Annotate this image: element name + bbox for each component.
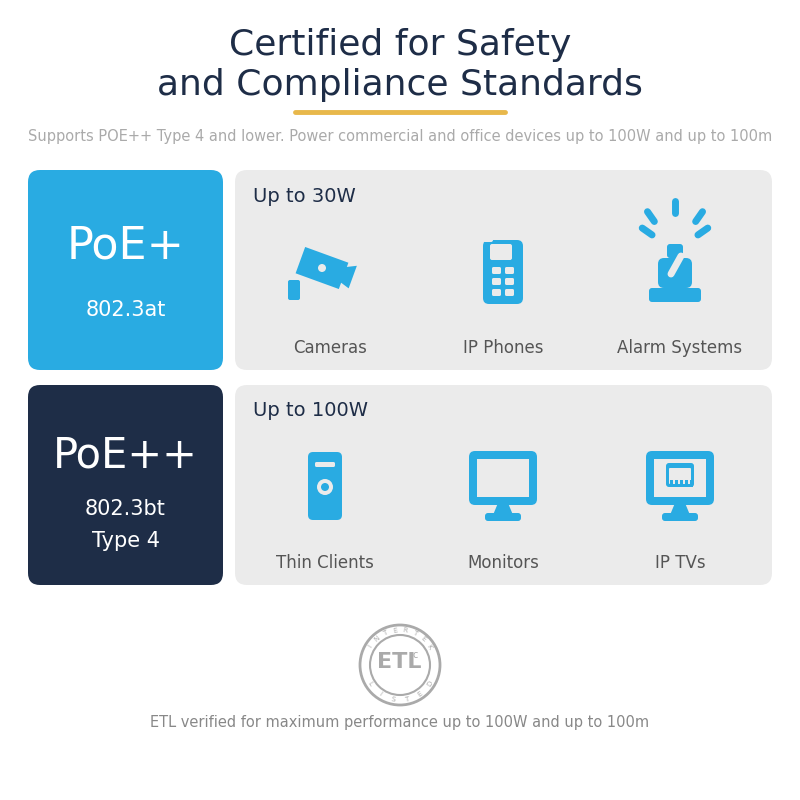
Text: S: S [390, 696, 396, 702]
Text: E: E [417, 690, 423, 698]
FancyBboxPatch shape [649, 288, 701, 302]
Text: Type 4: Type 4 [91, 531, 159, 551]
Text: 802.3at: 802.3at [86, 300, 166, 320]
Polygon shape [670, 503, 690, 515]
FancyBboxPatch shape [492, 278, 501, 285]
FancyBboxPatch shape [658, 258, 692, 288]
Circle shape [318, 264, 326, 272]
FancyBboxPatch shape [646, 451, 714, 505]
Text: Thin Clients: Thin Clients [276, 554, 374, 572]
Text: I: I [367, 644, 374, 649]
Bar [477, 459, 529, 497]
FancyBboxPatch shape [308, 452, 342, 520]
Polygon shape [295, 247, 349, 289]
FancyBboxPatch shape [667, 244, 683, 258]
Bar [654, 459, 706, 497]
FancyBboxPatch shape [235, 170, 772, 370]
FancyBboxPatch shape [666, 463, 694, 487]
FancyBboxPatch shape [505, 267, 514, 274]
Text: Alarm Systems: Alarm Systems [618, 339, 742, 357]
FancyBboxPatch shape [669, 468, 691, 484]
Text: L: L [366, 680, 374, 686]
Text: Cameras: Cameras [293, 339, 367, 357]
Text: 802.3bt: 802.3bt [85, 499, 166, 519]
Text: PoE+: PoE+ [66, 225, 185, 267]
FancyBboxPatch shape [28, 170, 223, 370]
Text: IP Phones: IP Phones [462, 339, 543, 357]
FancyBboxPatch shape [490, 244, 512, 260]
Text: Monitors: Monitors [467, 554, 539, 572]
FancyBboxPatch shape [483, 240, 523, 304]
FancyBboxPatch shape [505, 289, 514, 296]
Text: D: D [426, 680, 434, 687]
Text: IP TVs: IP TVs [654, 554, 706, 572]
Circle shape [313, 259, 331, 277]
Circle shape [317, 479, 333, 495]
Text: and Compliance Standards: and Compliance Standards [157, 68, 643, 102]
Text: Up to 100W: Up to 100W [253, 402, 368, 421]
Text: Up to 30W: Up to 30W [253, 186, 356, 206]
Text: T: T [404, 696, 410, 702]
Text: N: N [373, 634, 381, 642]
Text: E: E [419, 635, 426, 642]
Text: I: I [378, 690, 382, 697]
Bar [675, 480, 678, 487]
Text: PoE++: PoE++ [53, 434, 198, 476]
Polygon shape [332, 266, 357, 288]
Bar [685, 480, 688, 487]
FancyBboxPatch shape [492, 267, 501, 274]
Bar [690, 480, 693, 487]
Text: T: T [382, 630, 389, 637]
FancyBboxPatch shape [315, 462, 335, 467]
FancyBboxPatch shape [28, 385, 223, 585]
FancyBboxPatch shape [469, 451, 537, 505]
FancyBboxPatch shape [235, 385, 772, 585]
FancyBboxPatch shape [492, 289, 501, 296]
Text: ETL: ETL [377, 652, 422, 672]
Circle shape [321, 483, 329, 491]
Text: Certified for Safety: Certified for Safety [229, 28, 571, 62]
Text: T: T [411, 630, 418, 637]
Text: ETL verified for maximum performance up to 100W and up to 100m: ETL verified for maximum performance up … [150, 714, 650, 730]
Text: c: c [412, 650, 418, 660]
Text: K: K [426, 643, 434, 650]
Text: R: R [402, 627, 408, 634]
FancyBboxPatch shape [288, 280, 300, 300]
FancyBboxPatch shape [505, 278, 514, 285]
FancyBboxPatch shape [485, 513, 521, 521]
Bar [680, 480, 683, 487]
Bar [670, 480, 673, 487]
Text: E: E [392, 627, 398, 634]
FancyBboxPatch shape [662, 513, 698, 521]
Polygon shape [493, 503, 513, 515]
Text: Supports POE++ Type 4 and lower. Power commercial and office devices up to 100W : Supports POE++ Type 4 and lower. Power c… [28, 129, 772, 143]
FancyBboxPatch shape [483, 236, 493, 242]
